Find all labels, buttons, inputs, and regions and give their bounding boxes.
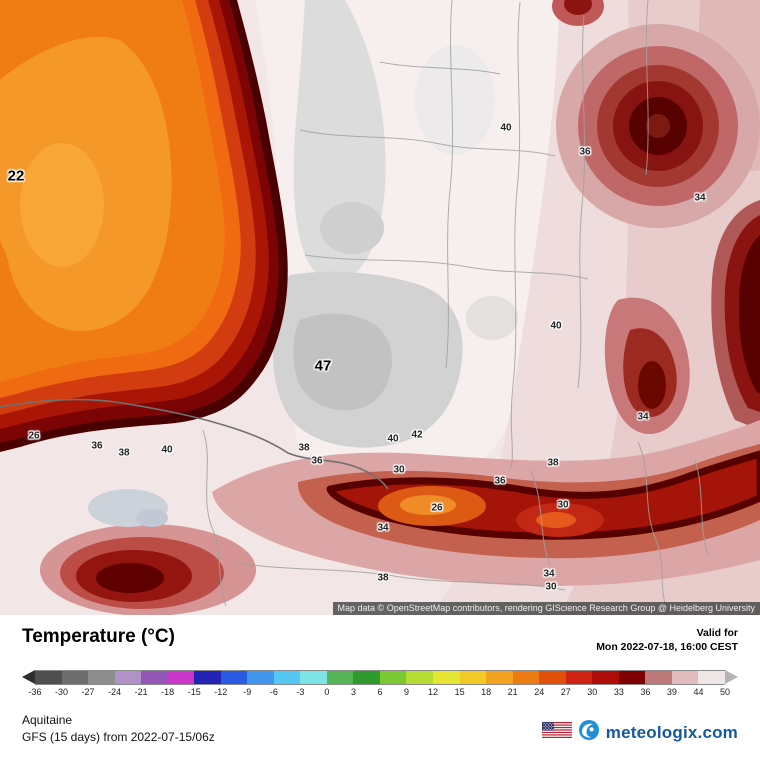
scale-cell [432, 670, 460, 684]
scale-tick-label: 12 [428, 687, 439, 697]
scale-cell [194, 670, 221, 684]
temperature-scale [22, 669, 738, 685]
scale-tick-label: 9 [404, 687, 410, 697]
scale-tick-label: -12 [214, 687, 228, 697]
scale-cell [114, 670, 142, 684]
scale-cell [326, 670, 354, 684]
scale-cell [35, 670, 62, 684]
scale-tick-label: 44 [693, 687, 704, 697]
scale-tick-label: -3 [296, 687, 305, 697]
scale-cell [167, 670, 195, 684]
scale-tick-label: -27 [81, 687, 95, 697]
scale-tick-label: -36 [28, 687, 42, 697]
valid-datetime: Mon 2022-07-18, 16:00 CEST [596, 640, 738, 653]
scale-cell [565, 670, 593, 684]
scale-tick-label: 15 [454, 687, 465, 697]
scale-cell [671, 670, 699, 684]
scale-cell [353, 670, 380, 684]
scale-tick-label: 21 [507, 687, 518, 697]
scale-right-arrow-icon [725, 670, 738, 684]
scale-cell [698, 670, 725, 684]
scale-cell [539, 670, 566, 684]
scale-left-arrow-icon [22, 670, 35, 684]
scale-cell [592, 670, 619, 684]
scale-tick-label: 50 [719, 687, 731, 697]
scale-tick-label: 3 [350, 687, 356, 697]
scale-tick-label: -6 [269, 687, 278, 697]
scale-tick-label: 36 [640, 687, 651, 697]
scale-cell [273, 670, 301, 684]
model-run-info: GFS (15 days) from 2022-07-15/06z [22, 730, 215, 744]
scale-cell [406, 670, 433, 684]
scale-cell [459, 670, 487, 684]
model-info: Aquitaine GFS (15 days) from 2022-07-15/… [22, 712, 215, 746]
scale-tick-label: 6 [377, 687, 383, 697]
scale-cell [486, 670, 513, 684]
scale-cell [61, 670, 89, 684]
scale-tick-label: 18 [481, 687, 492, 697]
temperature-map[interactable]: 22 47 40 36 34 40 42 40 26 36 38 40 38 36 30 26 34 38 36 30… [0, 0, 760, 615]
scale-tick-label: -24 [108, 687, 122, 697]
scale-tick-label: 33 [613, 687, 624, 697]
map-attribution: Map data © OpenStreetMap contributors, r… [332, 602, 760, 615]
temperature-contour-map [0, 0, 760, 615]
region-name: Aquitaine [22, 713, 73, 727]
scale-cell [300, 670, 327, 684]
scale-cell [88, 670, 115, 684]
legend-panel: Temperature (°C) Valid for Mon 2022-07-1… [0, 615, 760, 760]
valid-time-block: Valid for Mon 2022-07-18, 16:00 CEST [596, 625, 738, 654]
scale-tick-label: -18 [161, 687, 175, 697]
scale-cell [618, 670, 646, 684]
us-flag-icon [541, 722, 572, 743]
scale-cell [379, 670, 407, 684]
scale-cell [220, 670, 248, 684]
valid-for-label: Valid for [696, 627, 738, 639]
scale-tick-label: 0 [324, 687, 330, 697]
scale-cell [141, 670, 168, 684]
scale-tick-label: 24 [534, 687, 545, 697]
scale-cell [512, 670, 540, 684]
scale-tick-label: -9 [243, 687, 252, 697]
brand-block[interactable]: meteologix.com [541, 719, 738, 746]
scale-tick-label: 30 [587, 687, 598, 697]
meteologix-logo-icon [578, 719, 600, 746]
scale-tick-label: -21 [134, 687, 148, 697]
scale-color-cells [35, 669, 725, 685]
brand-text[interactable]: meteologix.com [605, 722, 738, 742]
legend-title: Temperature (°C) [22, 626, 175, 647]
scale-cell [247, 670, 274, 684]
scale-tick-label: 39 [666, 687, 677, 697]
scale-tick-label: 27 [560, 687, 571, 697]
scale-tick-labels: -36 -30 -27 -24 -21 -18 -15 -12 -9 -6 -3 0 3 6 9 12 15 18… [28, 687, 730, 700]
scale-tick-label: -15 [187, 687, 201, 697]
scale-cell [645, 670, 672, 684]
scale-tick-label: -30 [55, 687, 69, 697]
